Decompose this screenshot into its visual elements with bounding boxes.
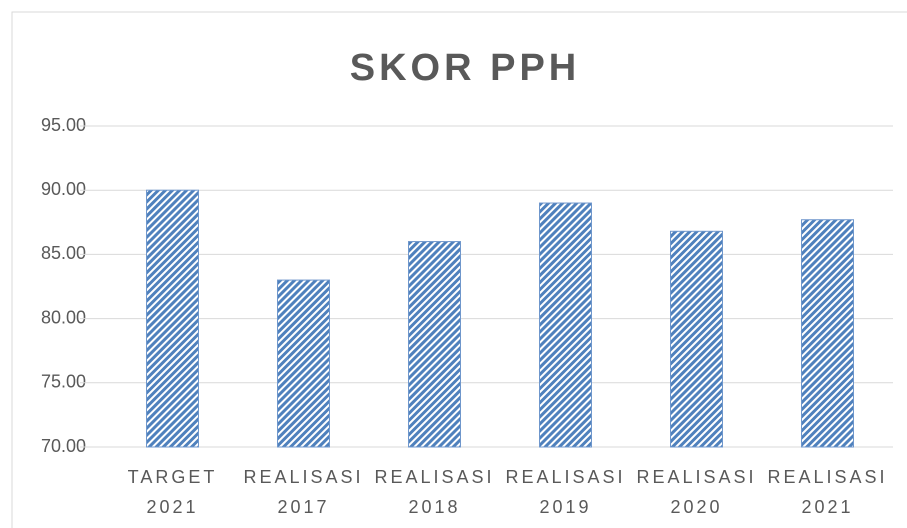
x-tick-label: REALISASI 2020 — [636, 467, 757, 517]
x-tick-label: REALISASI 2021 — [767, 467, 888, 517]
y-tick-label: 85.00 — [41, 243, 86, 263]
y-tick-label: 70.00 — [41, 436, 86, 456]
bar — [539, 202, 592, 448]
bar — [408, 241, 461, 448]
bar — [277, 279, 330, 448]
chart-frame — [11, 11, 907, 528]
bar — [146, 189, 199, 448]
x-tick-label: TARGET 2021 — [127, 467, 218, 517]
x-tick-label: REALISASI 2017 — [243, 467, 364, 517]
y-tick-label: 90.00 — [41, 179, 86, 199]
y-tick-label: 75.00 — [41, 372, 86, 392]
x-tick-label: REALISASI 2019 — [505, 467, 626, 517]
y-tick-label: 80.00 — [41, 307, 86, 327]
bar — [670, 230, 723, 448]
x-tick-label: REALISASI 2018 — [374, 467, 495, 517]
bar — [801, 219, 854, 448]
chart-title: SKOR PPH — [350, 47, 580, 89]
y-tick-label: 95.00 — [41, 115, 86, 135]
